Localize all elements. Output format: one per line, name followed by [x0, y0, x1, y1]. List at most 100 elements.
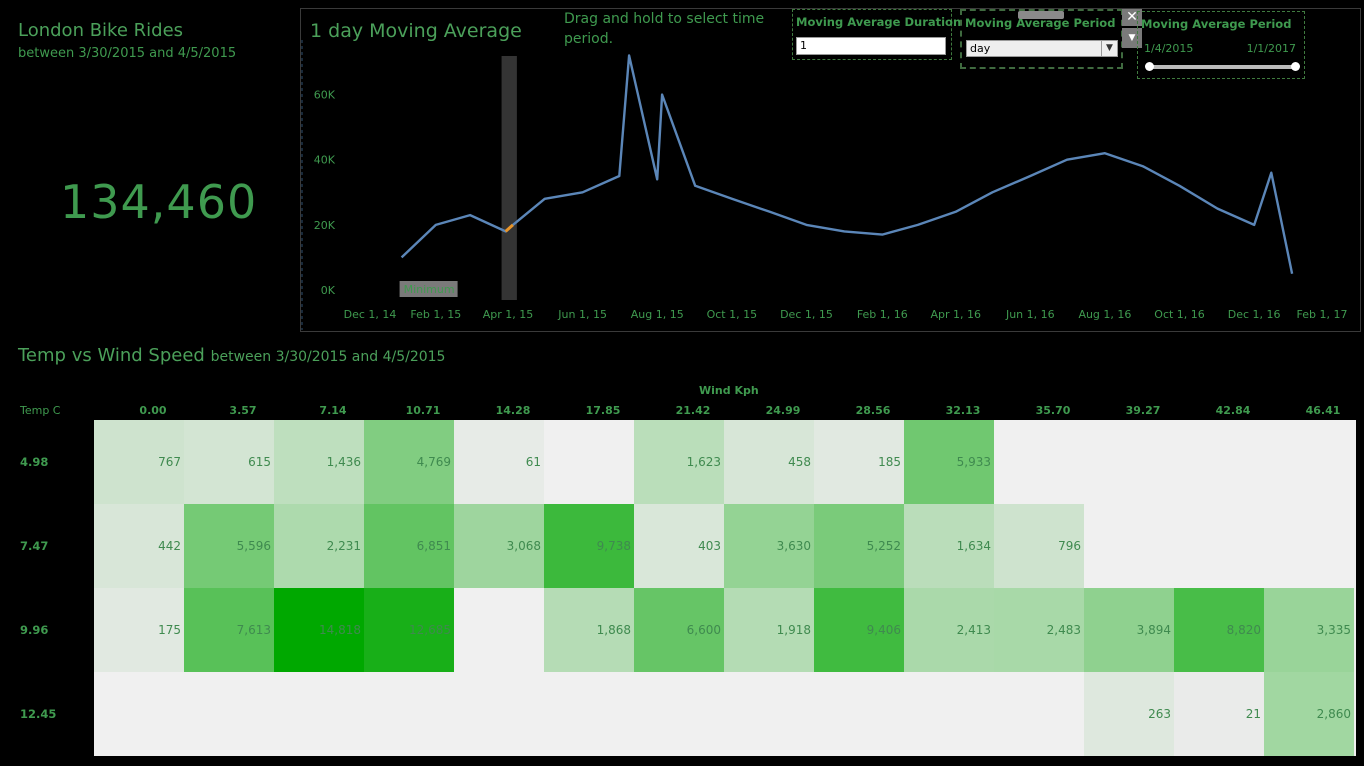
period-filter-panel: Moving Average Period day ▼ [960, 9, 1123, 69]
heatmap-cell[interactable]: 6,600 [634, 588, 724, 672]
temp-row-label: 9.96 [14, 588, 94, 672]
y-tick-label: 60K [314, 89, 336, 102]
heatmap-cell[interactable]: 403 [634, 504, 724, 588]
heatmap-cell[interactable]: 1,918 [724, 588, 814, 672]
heatmap-cell[interactable]: 175 [94, 588, 184, 672]
duration-filter-panel: Moving Average Duration 1 [792, 9, 961, 60]
wind-column-header: 32.13 [945, 404, 981, 417]
dashboard-title: London Bike Rides [18, 20, 184, 41]
heatmap-cell[interactable]: 8,820 [1174, 588, 1264, 672]
series-line [400, 54, 1294, 274]
x-tick-label: Jun 1, 15 [557, 308, 607, 321]
range-label: Moving Average Period [1141, 17, 1292, 31]
heatmap-cell[interactable]: 3,068 [454, 504, 544, 588]
range-max-label: 1/1/2017 [1246, 42, 1296, 55]
wind-column-header: 14.28 [495, 404, 531, 417]
wind-column-header: 21.42 [675, 404, 711, 417]
heatmap-cell[interactable]: 5,596 [184, 504, 274, 588]
heatmap-cell[interactable]: 5,933 [904, 420, 994, 504]
heatmap-cell[interactable]: 12,685 [364, 588, 454, 672]
wind-column-header: 0.00 [139, 404, 167, 417]
heatmap-cell[interactable]: 1,634 [904, 504, 994, 588]
line-chart-frame[interactable] [300, 8, 1361, 332]
heatmap-cell[interactable]: 615 [184, 420, 274, 504]
wind-column-header: 46.41 [1305, 404, 1341, 417]
wind-column-header: 3.57 [229, 404, 257, 417]
heatmap-cell[interactable]: 21 [1174, 672, 1264, 756]
x-tick-label: Jun 1, 16 [1005, 308, 1055, 321]
range-slider-track[interactable] [1148, 65, 1296, 69]
x-tick-label: Feb 1, 17 [1297, 308, 1348, 321]
heatmap-cell[interactable]: 767 [94, 420, 184, 504]
duration-label: Moving Average Duration [796, 15, 962, 29]
y-tick-label: 20K [314, 219, 336, 232]
range-min-label: 1/4/2015 [1144, 42, 1194, 55]
heatmap-cell[interactable]: 6,851 [364, 504, 454, 588]
dashboard-subtitle: between 3/30/2015 and 4/5/2015 [18, 46, 237, 61]
period-select[interactable]: day ▼ [966, 40, 1118, 57]
y-tick-label: 0K [321, 284, 336, 297]
heatmap-cell[interactable]: 2,413 [904, 588, 994, 672]
heatmap-cell[interactable]: 442 [94, 504, 184, 588]
heatmap-cell[interactable]: 4,769 [364, 420, 454, 504]
y-tick-label: 40K [314, 154, 336, 167]
duration-input[interactable]: 1 [796, 37, 946, 55]
heatmap-cell[interactable]: 3,630 [724, 504, 814, 588]
heatmap-cell[interactable]: 185 [814, 420, 904, 504]
heatmap-cell[interactable]: 1,436 [274, 420, 364, 504]
wind-column-header: 7.14 [319, 404, 347, 417]
heatmap-cell[interactable]: 61 [454, 420, 544, 504]
x-tick-label: Dec 1, 15 [780, 308, 833, 321]
heatmap-cell[interactable]: 2,231 [274, 504, 364, 588]
drag-hint-text: Drag and hold to select time period. [564, 11, 765, 47]
date-range-panel: Moving Average Period 1/4/2015 1/1/2017 [1137, 11, 1305, 79]
x-tick-label: Aug 1, 15 [631, 308, 684, 321]
heatmap-cell[interactable]: 458 [724, 420, 814, 504]
heatmap-cell[interactable]: 7,613 [184, 588, 274, 672]
heatmap-cell[interactable]: 263 [1084, 672, 1174, 756]
heatmap-grid[interactable]: 4.98 767 615 1,436 4,769 61 1,623 458 185 5,933 7.… [14, 420, 1356, 756]
wind-column-header: 17.85 [585, 404, 621, 417]
heatmap-cell[interactable]: 2,483 [994, 588, 1084, 672]
period-label: Moving Average Period [965, 16, 1116, 30]
temp-axis-title: Temp C [20, 404, 61, 417]
heatmap-cell[interactable]: 9,406 [814, 588, 904, 672]
x-tick-label: Oct 1, 16 [1154, 308, 1205, 321]
drag-handle[interactable] [1018, 11, 1064, 19]
temp-row-label: 12.45 [14, 672, 94, 756]
heatmap-cell[interactable]: 5,252 [814, 504, 904, 588]
heatmap-subtitle: between 3/30/2015 and 4/5/2015 [210, 349, 446, 365]
x-tick-label: Apr 1, 16 [930, 308, 981, 321]
wind-column-header: 35.70 [1035, 404, 1071, 417]
heatmap-cell[interactable]: 796 [994, 504, 1084, 588]
highlight-segment [504, 223, 514, 233]
heatmap-cell[interactable]: 14,818 [274, 588, 364, 672]
heatmap-title: Temp vs Wind Speed [18, 345, 205, 366]
heatmap-cell[interactable]: 1,868 [544, 588, 634, 672]
wind-column-header: 39.27 [1125, 404, 1161, 417]
range-slider-end-handle[interactable] [1291, 62, 1300, 71]
range-slider-start-handle[interactable] [1145, 62, 1154, 71]
heatmap-cell[interactable]: 3,335 [1264, 588, 1354, 672]
line-chart-title: 1 day Moving Average [310, 20, 522, 42]
heatmap-cell[interactable]: 1,623 [634, 420, 724, 504]
selection-band [501, 56, 517, 300]
heatmap-cell[interactable]: 3,894 [1084, 588, 1174, 672]
x-tick-label: Feb 1, 15 [410, 308, 461, 321]
moving-average-line-chart[interactable]: 0K 20K 40K 60K Dec 1, 14 Feb 1, 15 Apr 1, 15 Ju… [300, 40, 1360, 330]
total-rides-value: 134,460 [60, 175, 258, 229]
x-tick-label: Dec 1, 14 [344, 308, 397, 321]
wind-column-header: 28.56 [855, 404, 891, 417]
heatmap-cell[interactable]: 2,860 [1264, 672, 1354, 756]
wind-column-header: 24.99 [765, 404, 801, 417]
heatmap-cell[interactable]: 9,738 [544, 504, 634, 588]
chevron-down-icon[interactable]: ▼ [1101, 41, 1117, 56]
wind-column-header: 10.71 [405, 404, 441, 417]
x-tick-label: Oct 1, 15 [707, 308, 758, 321]
temp-row-label: 4.98 [14, 420, 94, 504]
wind-axis-title: Wind Kph [699, 384, 759, 397]
minimum-label-bg [399, 281, 458, 297]
temp-row-label: 7.47 [14, 504, 94, 588]
minimum-label: Minimum [404, 283, 455, 296]
x-tick-label: Dec 1, 16 [1228, 308, 1281, 321]
